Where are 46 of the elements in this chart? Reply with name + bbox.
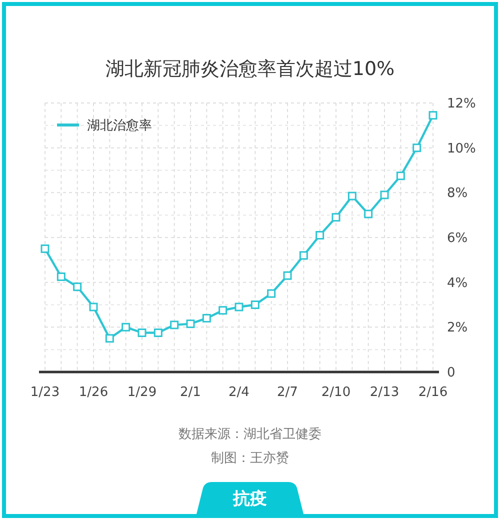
x-tick-label: 1/23	[30, 385, 60, 400]
y-tick-label: 6%	[447, 231, 468, 246]
x-tick-label: 1/29	[127, 385, 157, 400]
chart-title: 湖北新冠肺炎治愈率首次超过10%	[105, 58, 395, 80]
point	[186, 320, 195, 328]
text: 制图：王亦赟	[211, 451, 289, 466]
point	[138, 328, 146, 338]
text: 抗疫	[232, 489, 267, 509]
y-tick-label: 2%	[447, 320, 468, 336]
source-note: 数据来源：湖北省卫健委	[178, 427, 322, 442]
point	[202, 314, 211, 322]
point	[40, 244, 50, 253]
x-tick-label: 2/10	[321, 385, 351, 400]
y-tick-label: 0	[447, 366, 456, 381]
x-tick-label: 1/26	[78, 385, 108, 400]
y-tick-label: 4%	[447, 276, 468, 291]
point	[316, 231, 324, 240]
point	[412, 144, 422, 152]
y-tick-label: 12%	[447, 96, 476, 112]
x-tick-label: 2/13	[370, 385, 400, 400]
point	[267, 289, 276, 298]
point	[170, 320, 179, 330]
point	[218, 306, 228, 315]
y-tick-label: 8%	[447, 186, 468, 202]
point	[250, 300, 260, 309]
point	[105, 334, 114, 343]
point	[364, 210, 373, 218]
point	[122, 322, 130, 332]
point	[234, 302, 244, 312]
y-tick-label: 10%	[447, 141, 476, 156]
point	[299, 251, 308, 260]
point	[283, 271, 292, 280]
point	[73, 282, 82, 292]
x-tick-label: 2/16	[418, 385, 448, 400]
point	[380, 190, 389, 200]
point	[332, 213, 340, 222]
point	[89, 302, 98, 312]
x-tick-label: 2/1	[180, 385, 201, 400]
point	[348, 192, 356, 200]
x-tick-label: 2/4	[228, 385, 250, 400]
x-tick-label: 2/7	[277, 385, 298, 400]
point	[396, 172, 405, 180]
point	[56, 272, 66, 281]
point	[154, 328, 162, 338]
point	[428, 111, 438, 120]
legend-label: 湖北治愈率	[87, 118, 152, 134]
